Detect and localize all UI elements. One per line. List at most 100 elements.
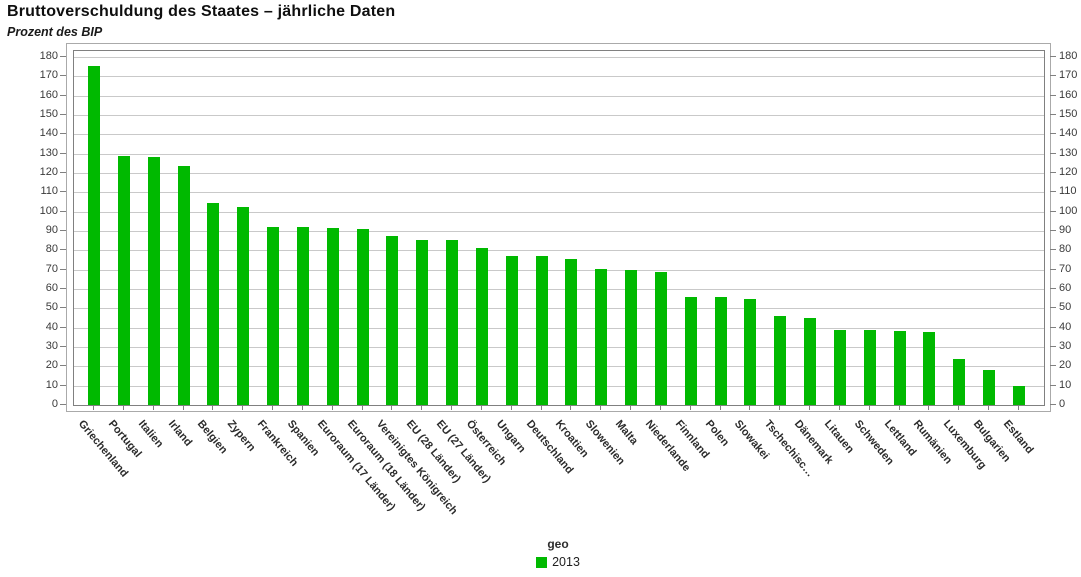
bar: [833, 329, 846, 405]
x-tick-label: EU (28 Länder): [404, 418, 464, 486]
plot-area: [73, 50, 1045, 406]
gridline: [74, 95, 1044, 97]
y-tick-label-left: 90: [45, 224, 58, 236]
x-axis-tick: [838, 405, 840, 410]
gridline: [74, 250, 1044, 252]
bar: [1013, 385, 1025, 405]
x-tick-label: EU (27 Länder): [433, 418, 493, 486]
gridline: [74, 134, 1044, 136]
y-axis-tick: [60, 230, 66, 231]
y-tick-label-right: 50: [1059, 301, 1072, 314]
y-axis-tick: [1050, 75, 1056, 77]
y-axis-tick: [60, 346, 66, 347]
bar: [117, 155, 130, 405]
y-axis-tick: [1050, 114, 1056, 115]
bar: [177, 165, 190, 405]
bar: [565, 258, 578, 405]
y-axis-tick: [60, 249, 66, 251]
y-axis-tick: [1050, 191, 1056, 193]
x-axis-tick: [182, 405, 184, 410]
y-axis-tick: [1050, 94, 1056, 96]
y-tick-label-right: 20: [1059, 359, 1072, 372]
bar: [804, 318, 817, 405]
y-axis-tick: [1050, 268, 1056, 270]
legend-series-label: 2013: [552, 555, 580, 569]
y-tick-label-left: 180: [39, 50, 58, 62]
gridline: [74, 153, 1044, 155]
y-axis-tick: [60, 268, 66, 270]
x-axis-tick: [600, 405, 602, 410]
y-tick-label-left: 170: [39, 69, 58, 82]
x-axis-tick: [540, 405, 542, 410]
bar: [953, 359, 966, 405]
y-tick-label-right: 170: [1059, 69, 1078, 82]
y-tick-label-left: 150: [39, 108, 58, 120]
x-axis-tick: [570, 405, 572, 410]
bar: [267, 226, 280, 405]
y-tick-label-left: 20: [45, 359, 58, 372]
bar: [147, 156, 160, 405]
x-tick-label: Polen: [702, 418, 731, 449]
legend-entry: 2013: [536, 555, 580, 569]
gridline: [74, 269, 1044, 271]
y-axis-tick: [1050, 288, 1056, 289]
gridline: [74, 385, 1044, 387]
bar: [446, 239, 459, 405]
x-axis-tick: [510, 405, 512, 410]
y-tick-label-right: 130: [1059, 146, 1078, 159]
y-axis-tick: [1050, 152, 1056, 154]
bar: [923, 331, 936, 405]
x-axis-tick: [122, 405, 124, 410]
series-swatch-icon: [536, 556, 548, 568]
y-axis-tick: [60, 365, 66, 367]
bar: [744, 298, 757, 405]
y-tick-label-right: 10: [1059, 378, 1072, 391]
gridline: [74, 327, 1044, 329]
y-axis-tick: [1050, 133, 1056, 135]
y-axis-tick: [1050, 210, 1056, 212]
gridline: [74, 192, 1044, 194]
bar: [863, 330, 876, 405]
y-axis-tick: [1050, 249, 1056, 251]
bar: [625, 270, 638, 405]
y-axis-tick: [60, 307, 66, 309]
y-axis-tick: [1050, 56, 1056, 57]
x-axis-tick: [689, 405, 691, 410]
legend-title: geo: [547, 537, 569, 551]
x-axis-tick: [242, 405, 244, 410]
y-tick-label-right: 0: [1059, 398, 1066, 410]
y-axis-tick: [60, 172, 66, 173]
y-axis-tick: [1050, 230, 1056, 231]
gridline: [74, 57, 1044, 58]
chart-subtitle: Prozent des BIP: [7, 25, 103, 39]
y-tick-label-right: 80: [1059, 243, 1072, 256]
bar: [505, 255, 518, 405]
bar: [207, 202, 220, 405]
y-tick-label-left: 110: [40, 185, 58, 198]
y-tick-label-right: 100: [1059, 204, 1078, 217]
x-axis-tick: [719, 405, 721, 410]
y-tick-label-left: 10: [45, 378, 58, 391]
y-tick-label-left: 130: [39, 146, 58, 159]
x-axis-tick: [659, 405, 661, 410]
y-axis-tick: [1050, 384, 1056, 386]
y-tick-label-right: 110: [1059, 185, 1077, 198]
y-tick-label-left: 70: [45, 262, 58, 275]
y-axis-tick: [60, 152, 66, 154]
y-axis-tick: [60, 326, 66, 328]
legend: geo 2013: [66, 537, 1050, 569]
x-tick-label: Malta: [612, 418, 641, 448]
bar: [774, 316, 787, 405]
x-axis-tick: [809, 405, 811, 410]
y-tick-label-left: 100: [39, 204, 58, 217]
y-tick-label-right: 90: [1059, 224, 1072, 236]
y-axis-tick: [1050, 172, 1056, 173]
y-tick-label-right: 40: [1059, 320, 1072, 333]
x-tick-label: Italien: [135, 418, 166, 451]
x-tick-label: Belgien: [195, 418, 230, 457]
x-axis-tick: [779, 405, 781, 410]
y-axis-tick: [60, 56, 66, 57]
x-axis-tick: [391, 405, 393, 410]
y-tick-label-right: 180: [1059, 50, 1078, 62]
bar: [416, 239, 429, 405]
